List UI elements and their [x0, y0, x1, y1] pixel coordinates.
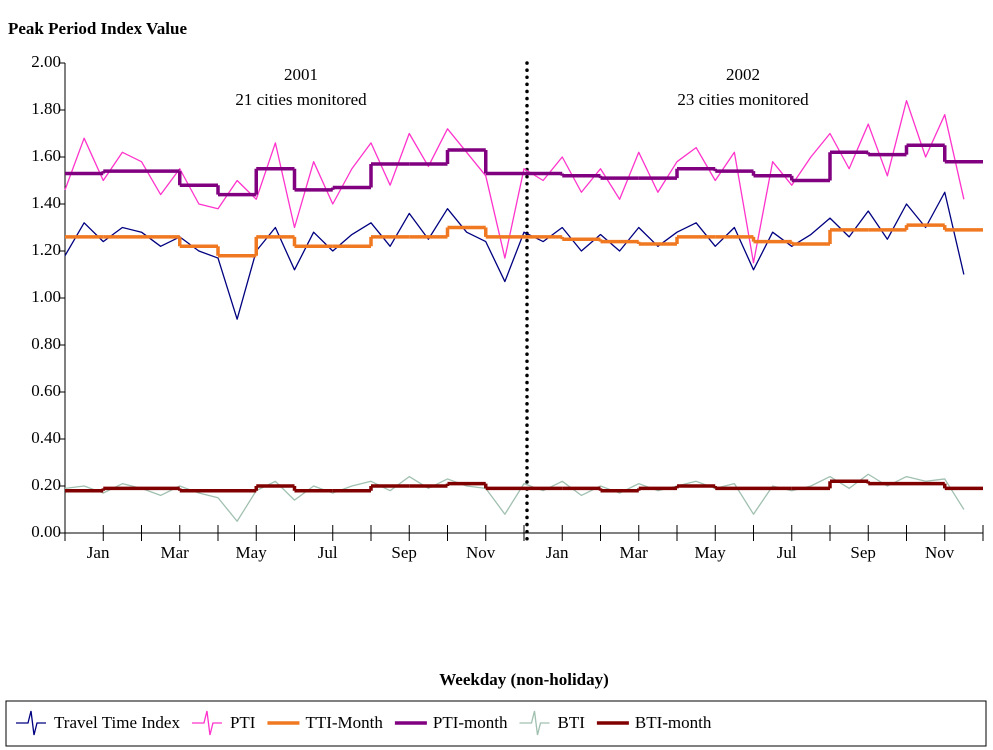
legend-swatch	[519, 710, 550, 736]
x-tick-label: Sep	[850, 543, 876, 562]
y-tick-label: 1.20	[31, 240, 61, 259]
y-tick-label: 0.80	[31, 334, 61, 353]
y-tick-label: 1.80	[31, 99, 61, 118]
x-tick-label: Mar	[619, 543, 648, 562]
chart-title: Peak Period Index Value	[8, 19, 187, 38]
y-tick-label: 1.00	[31, 287, 61, 306]
legend-label: PTI	[230, 713, 256, 732]
y-tick-label: 0.00	[31, 522, 61, 541]
x-tick-label: Nov	[466, 543, 496, 562]
legend-label: TTI-Month	[305, 713, 383, 732]
x-axis-label: Weekday (non-holiday)	[439, 670, 609, 689]
y-tick-label: 0.60	[31, 381, 61, 400]
y-tick-label: 1.60	[31, 146, 61, 165]
legend-label: BTI-month	[635, 713, 712, 732]
y-tick-label: 1.40	[31, 193, 61, 212]
legend-label: PTI-month	[433, 713, 508, 732]
x-tick-label: May	[236, 543, 268, 562]
legend-swatch	[191, 710, 222, 736]
y-tick-label: 0.40	[31, 428, 61, 447]
x-tick-label: Sep	[391, 543, 417, 562]
annotation: 2002	[726, 65, 760, 84]
y-tick-label: 0.20	[31, 475, 61, 494]
legend-swatch	[16, 710, 46, 736]
annotation: 2001	[284, 65, 318, 84]
y-tick-label: 2.00	[31, 52, 61, 71]
step-riser	[178, 225, 947, 256]
series-line	[64, 99, 965, 264]
x-tick-label: Jul	[318, 543, 338, 562]
x-tick-label: May	[695, 543, 727, 562]
annotation: 23 cities monitored	[677, 90, 809, 109]
annotation: 21 cities monitored	[235, 90, 367, 109]
step-riser	[101, 145, 947, 195]
legend-label: BTI	[558, 713, 586, 732]
x-tick-label: Jul	[777, 543, 797, 562]
x-tick-label: Jan	[546, 543, 569, 562]
x-tick-label: Jan	[87, 543, 110, 562]
x-tick-label: Nov	[925, 543, 955, 562]
x-tick-label: Mar	[160, 543, 189, 562]
series-line	[64, 191, 965, 320]
series-line	[64, 473, 965, 522]
legend-label: Travel Time Index	[54, 713, 180, 732]
legend-box	[5, 700, 987, 747]
